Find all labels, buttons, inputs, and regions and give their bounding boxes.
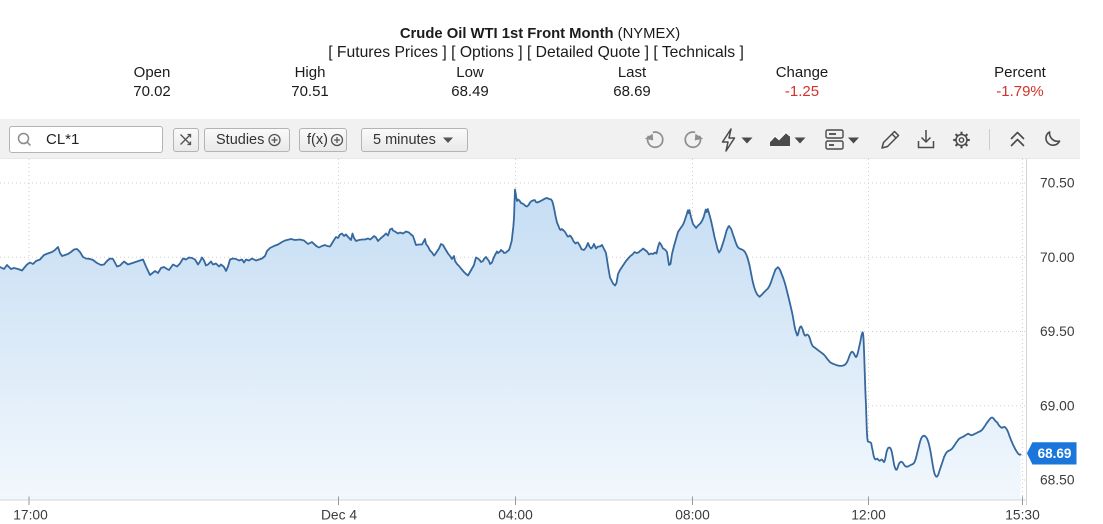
svg-text:70.50: 70.50 <box>1040 176 1075 191</box>
svg-text:17:00: 17:00 <box>13 508 48 523</box>
svg-text:04:00: 04:00 <box>498 508 533 523</box>
svg-text:68.69: 68.69 <box>1038 446 1072 461</box>
svg-text:69.00: 69.00 <box>1040 398 1075 413</box>
svg-text:68.50: 68.50 <box>1040 473 1075 488</box>
svg-text:69.50: 69.50 <box>1040 324 1075 339</box>
svg-text:12:00: 12:00 <box>851 508 886 523</box>
svg-text:Dec 4: Dec 4 <box>321 508 357 523</box>
svg-text:15:30: 15:30 <box>1005 508 1040 523</box>
svg-text:70.00: 70.00 <box>1040 250 1075 265</box>
svg-text:08:00: 08:00 <box>675 508 710 523</box>
